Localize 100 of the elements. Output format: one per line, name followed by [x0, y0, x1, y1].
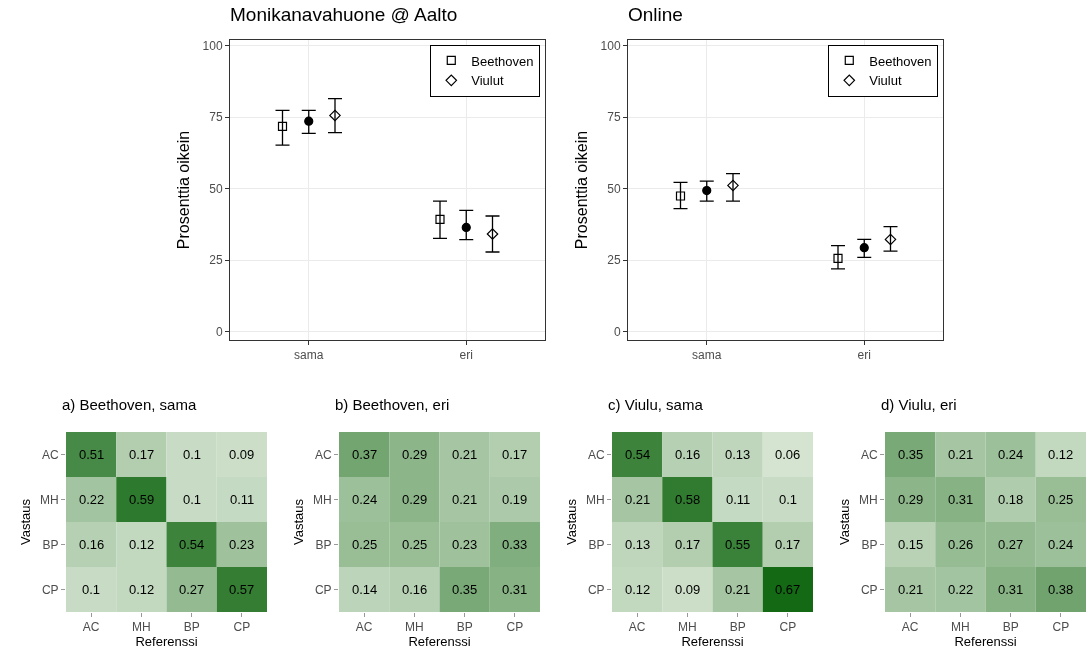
- y-axis-title: Prosenttia oikein: [573, 130, 591, 250]
- data-label: 0.18: [998, 492, 1024, 507]
- data-label: 0.1: [183, 447, 202, 462]
- y-axis-title: Vastaus: [290, 498, 306, 546]
- x-tick-label: CP: [779, 620, 797, 635]
- y-tick-label: MH: [39, 492, 59, 507]
- data-label: 0.16: [402, 582, 428, 597]
- y-tick-label: MH: [858, 492, 878, 507]
- data-label: 0.29: [898, 492, 924, 507]
- y-tick-label: 75: [209, 110, 223, 125]
- data-label: 0.16: [79, 537, 105, 552]
- data-label: 0.11: [726, 492, 751, 507]
- x-tick-label: CP: [1052, 620, 1070, 635]
- data-label: 0.1: [183, 492, 202, 507]
- x-tick-label: eri: [857, 348, 871, 363]
- y-tick-label: AC: [314, 447, 332, 462]
- chart-title: a) Beethoven, sama: [62, 395, 197, 413]
- x-tick-label: BP: [456, 620, 473, 635]
- data-label: 0.33: [502, 537, 528, 552]
- data-label: 0.22: [79, 492, 105, 507]
- data-label: 0.35: [452, 582, 478, 597]
- y-tick-label: CP: [314, 582, 332, 597]
- y-tick-label: 75: [607, 110, 621, 125]
- x-tick-label: MH: [678, 620, 697, 635]
- data-label: 0.23: [229, 537, 255, 552]
- data-label: 0.12: [129, 582, 155, 597]
- data-label: 0.16: [675, 447, 701, 462]
- data-label: 0.29: [402, 447, 428, 462]
- data-label: 0.27: [179, 582, 205, 597]
- x-tick-label: BP: [1002, 620, 1019, 635]
- data-label: 0.31: [948, 492, 974, 507]
- y-tick-label: CP: [41, 582, 59, 597]
- data-label: 0.19: [502, 492, 528, 507]
- x-tick-label: BP: [729, 620, 746, 635]
- data-label: 0.59: [129, 492, 155, 507]
- data-label: 0.37: [352, 447, 378, 462]
- x-tick-label: CP: [506, 620, 524, 635]
- y-tick-label: 25: [607, 253, 621, 268]
- y-tick-label: BP: [588, 537, 605, 552]
- y-axis-title: Vastaus: [563, 498, 579, 546]
- data-label: 0.58: [675, 492, 701, 507]
- data-label: 0.67: [775, 582, 801, 597]
- x-tick-label: MH: [951, 620, 970, 635]
- data-label: 0.17: [775, 537, 801, 552]
- data-label: 0.21: [452, 492, 478, 507]
- data-label: 0.12: [625, 582, 651, 597]
- legend-label: Viulut: [869, 73, 902, 89]
- data-label: 0.54: [625, 447, 651, 462]
- chart-title: Monikanavahuone @ Aalto: [230, 4, 458, 26]
- x-axis-title: Referenssi: [408, 634, 471, 650]
- x-axis-title: Referenssi: [954, 634, 1017, 650]
- data-label: 0.21: [452, 447, 478, 462]
- x-axis-title: Referenssi: [135, 634, 198, 650]
- y-tick-label: BP: [861, 537, 878, 552]
- x-tick-label: AC: [628, 620, 646, 635]
- chart-title: d) Viulu, eri: [881, 395, 957, 413]
- data-label: 0.51: [79, 447, 105, 462]
- x-tick-label: sama: [294, 348, 324, 363]
- data-label: 0.06: [775, 447, 801, 462]
- y-axis-title: Vastaus: [836, 498, 852, 546]
- y-axis-title: Prosenttia oikein: [175, 130, 193, 250]
- data-label: 0.21: [725, 582, 751, 597]
- legend-label: Beethoven: [869, 53, 932, 69]
- data-label: 0.15: [898, 537, 924, 552]
- data-label: 0.25: [1048, 492, 1074, 507]
- data-label: 0.13: [625, 537, 651, 552]
- x-tick-label: BP: [183, 620, 200, 635]
- data-label: 0.11: [230, 492, 255, 507]
- chart-title: b) Beethoven, eri: [335, 395, 450, 413]
- y-tick-label: MH: [585, 492, 605, 507]
- data-label: 0.17: [675, 537, 701, 552]
- data-label: 0.21: [898, 582, 924, 597]
- data-label: 0.31: [998, 582, 1024, 597]
- data-label: 0.12: [1048, 447, 1074, 462]
- data-label: 0.38: [1048, 582, 1074, 597]
- y-tick-label: 100: [202, 38, 223, 53]
- chart-title: c) Viulu, sama: [608, 395, 704, 413]
- data-label: 0.25: [352, 537, 378, 552]
- data-label: 0.17: [502, 447, 528, 462]
- data-label: 0.21: [948, 447, 974, 462]
- data-label: 0.21: [625, 492, 651, 507]
- y-tick-label: 50: [607, 181, 621, 196]
- legend-label: Beethoven: [471, 53, 534, 69]
- data-label: 0.17: [129, 447, 155, 462]
- y-tick-label: CP: [587, 582, 605, 597]
- x-tick-label: sama: [692, 348, 722, 363]
- chart-title: Online: [628, 4, 683, 26]
- data-label: 0.24: [1048, 537, 1074, 552]
- y-axis-title: Vastaus: [17, 498, 33, 546]
- y-tick-label: 50: [209, 181, 223, 196]
- data-label: 0.27: [998, 537, 1024, 552]
- data-label: 0.12: [129, 537, 155, 552]
- data-label: 0.1: [82, 582, 101, 597]
- y-tick-label: 0: [215, 324, 223, 339]
- legend-label: Viulut: [471, 73, 504, 89]
- data-label: 0.35: [898, 447, 924, 462]
- data-label: 0.13: [725, 447, 751, 462]
- y-tick-label: AC: [860, 447, 878, 462]
- x-axis-title: Referenssi: [681, 634, 744, 650]
- x-tick-label: CP: [233, 620, 251, 635]
